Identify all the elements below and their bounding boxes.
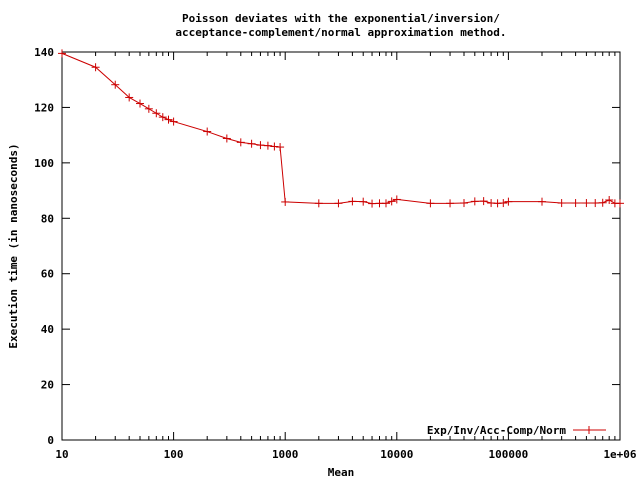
data-point [222,134,231,143]
data-point [381,199,390,208]
y-tick-label: 0 [47,434,54,447]
y-tick-label: 120 [34,101,54,114]
x-axis-label: Mean [328,466,355,479]
data-point [470,197,479,206]
data-point [348,197,357,206]
y-tick-label: 100 [34,157,54,170]
plot-frame [61,51,621,441]
data-point [368,199,377,208]
x-tick-label: 100 [164,448,184,461]
x-tick-label: 100000 [489,448,529,461]
data-point [537,197,546,206]
data-point [276,143,285,152]
series-layer [58,49,624,208]
data-point [152,109,161,118]
data-point [334,199,343,208]
data-point [591,199,600,208]
data-point [91,63,100,72]
y-axis-label: Execution time (in nanoseconds) [7,143,20,348]
x-tick-label: 1000 [272,448,299,461]
data-point [144,104,153,113]
data-point [164,115,173,124]
y-tick-label: 140 [34,46,54,59]
legend-line-sample [573,426,606,434]
y-tick-label: 80 [41,212,54,225]
data-point [125,93,134,102]
y-tick-label: 20 [41,379,54,392]
data-point [236,138,245,147]
data-point [263,141,272,150]
chart-title-line-2: acceptance-complement/normal approximati… [175,26,506,39]
y-tick-label: 60 [41,268,54,281]
x-tick-label: 10 [55,448,68,461]
data-point [58,49,66,58]
data-point [314,199,323,208]
data-point [479,197,488,206]
data-point [203,127,212,136]
data-point [359,197,368,206]
legend-label: Exp/Inv/Acc-Comp/Norm [427,424,566,437]
series-line [61,52,620,205]
data-point [169,117,178,126]
y-axis: 0 20 40 60 80 100 120 140 [34,46,620,447]
data-point [459,199,468,208]
y-tick-label: 40 [41,323,54,336]
data-point [270,142,279,151]
data-point [557,199,566,208]
data-point [598,198,607,207]
data-point [571,199,580,208]
data-point [256,141,265,150]
data-point [504,197,513,206]
data-point [392,195,401,204]
data-point [111,80,120,89]
data-point [582,199,591,208]
data-point [616,199,624,208]
data-point [605,195,614,204]
data-point [136,99,145,108]
data-point [247,139,256,148]
data-point [281,197,290,206]
chart-title-line-1: Poisson deviates with the exponential/in… [182,12,500,25]
data-point [158,113,167,122]
x-tick-label: 10000 [380,448,413,461]
x-tick-label: 1e+06 [603,448,636,461]
data-point [387,197,396,206]
data-point [499,199,508,208]
x-axis: 10 100 1000 10000 100000 1e+06 [55,52,637,461]
data-point [446,199,455,208]
data-point [426,199,435,208]
legend: Exp/Inv/Acc-Comp/Norm [427,424,606,437]
